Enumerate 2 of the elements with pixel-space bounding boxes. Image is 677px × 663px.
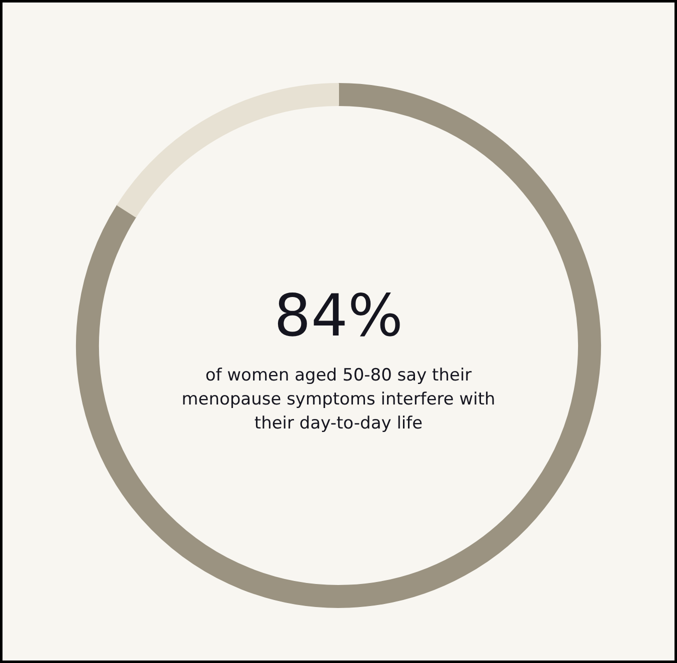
text: 84% [274, 282, 403, 350]
text: of women aged 50-80 say their menopause symptoms interfere with their day-to-day life [182, 366, 496, 434]
